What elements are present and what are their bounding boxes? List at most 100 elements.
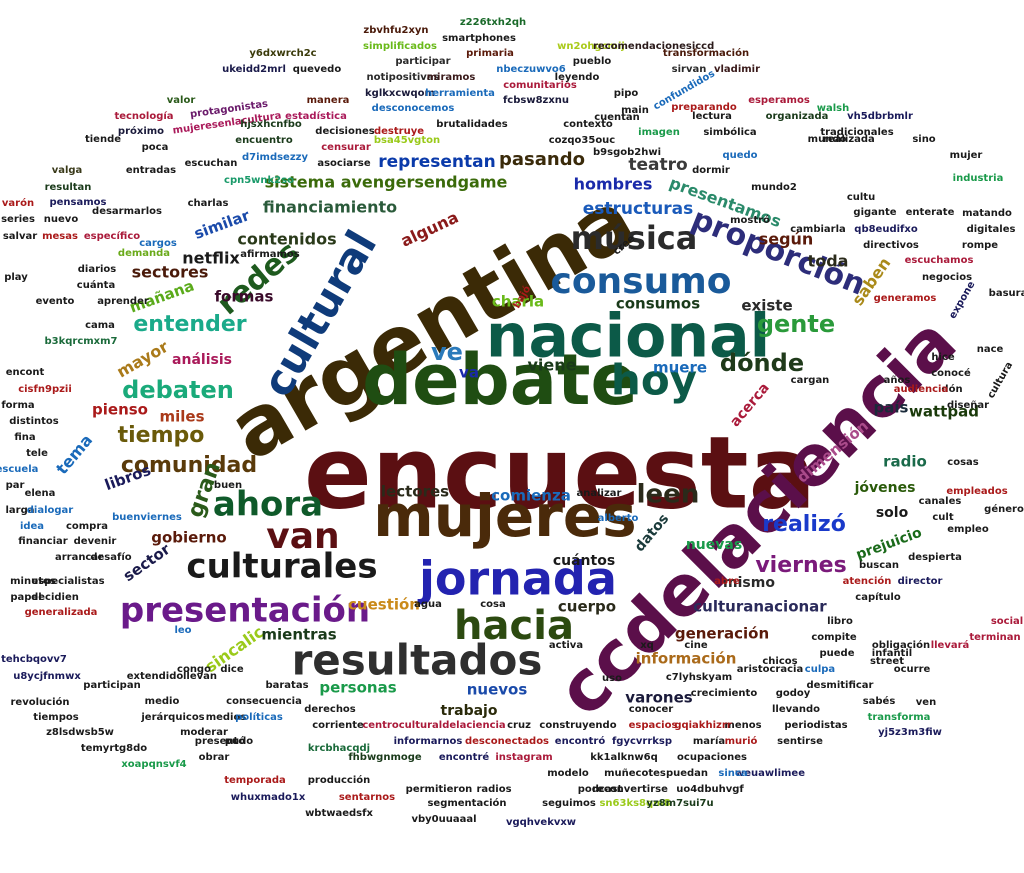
word-cloud-term: resultados	[292, 636, 543, 685]
word-cloud-term: sino	[912, 134, 935, 145]
word-cloud-term: whuxmado1x	[231, 792, 306, 803]
word-cloud-term: reconvertirse	[592, 784, 668, 795]
word-cloud-term: realizada	[823, 134, 875, 145]
word-cloud-term: baratas	[265, 680, 308, 691]
word-cloud-term: medio	[145, 696, 180, 707]
word-cloud-term: pasando	[499, 149, 585, 170]
word-cloud-term: ve	[431, 338, 463, 366]
word-cloud-term: según	[759, 230, 814, 249]
word-cloud-term: godoy	[776, 688, 811, 699]
word-cloud-term: cama	[85, 320, 115, 331]
word-cloud-term: podcast	[578, 784, 623, 795]
word-cloud-term: específico	[84, 230, 140, 242]
word-cloud-term: participar	[395, 56, 450, 67]
word-cloud-term: decisiones	[315, 126, 374, 137]
word-cloud-term: uso	[602, 673, 622, 684]
word-cloud-term: simbólica	[703, 126, 756, 138]
word-cloud-term: director	[898, 576, 943, 587]
word-cloud-term: fgycvrrksp	[612, 736, 672, 747]
word-cloud-term: debate	[362, 339, 638, 421]
word-cloud-term: buen	[214, 480, 242, 491]
word-cloud-term: formas	[215, 288, 274, 306]
word-cloud-term: leen	[637, 480, 700, 510]
word-cloud-term: smartphones	[442, 33, 516, 44]
word-cloud-term: encuesta	[304, 414, 816, 531]
word-cloud-term: herramienta	[425, 88, 495, 99]
word-cloud-term: miles	[159, 408, 204, 426]
word-cloud-term: imagen	[638, 127, 680, 138]
word-cloud-term: desafío	[90, 551, 131, 563]
word-cloud-term: libro	[827, 616, 853, 627]
word-cloud-term: producción	[308, 774, 371, 786]
word-cloud-term: analizar	[577, 488, 622, 499]
word-cloud-term: desconocemos	[372, 103, 455, 114]
word-cloud-term: culturanacionar	[693, 598, 827, 616]
word-cloud-term: hjsxhcnfbo	[240, 119, 302, 130]
word-cloud-term: tiende	[85, 134, 121, 145]
word-cloud-term: dormir	[692, 165, 730, 176]
word-cloud-term: alguna	[398, 208, 462, 251]
word-cloud-term: pienso	[92, 401, 148, 419]
word-cloud-term: consumos	[616, 295, 700, 313]
word-cloud-term: resultan	[45, 182, 92, 193]
word-cloud-term: centroculturaldelaciencia	[362, 720, 505, 731]
word-cloud-term: medios	[206, 712, 247, 723]
word-cloud-term: muere	[653, 359, 707, 377]
word-cloud-term: cuestión	[348, 596, 420, 614]
word-cloud-term: abre	[714, 576, 740, 587]
word-cloud-term: toda	[808, 252, 849, 271]
word-cloud-term: nuevos	[467, 681, 528, 699]
word-cloud-term: permitieron	[406, 784, 473, 795]
word-cloud-term: recomendacionesiccd	[593, 41, 714, 52]
word-cloud-term: va	[459, 364, 479, 382]
word-cloud-term: instagram	[495, 752, 552, 763]
word-cloud-term: tehcbqovv7	[1, 654, 67, 665]
word-cloud-term: vby0uuaaal	[411, 814, 476, 825]
word-cloud-term: cpn5wnk2so	[224, 175, 294, 186]
word-cloud-term: mismo	[723, 575, 775, 591]
word-cloud-term: jóvenes	[854, 480, 916, 496]
word-cloud-term: papel	[10, 592, 41, 603]
word-cloud-term: vgqhvekvxw	[506, 817, 576, 828]
word-cloud-term: social	[991, 616, 1023, 627]
word-cloud-term: periodistas	[784, 720, 847, 731]
word-cloud-term: demanda	[118, 248, 170, 259]
word-cloud-term: llevará	[931, 639, 970, 651]
word-cloud-term: próximo	[118, 125, 164, 137]
word-cloud-term: presentación	[120, 591, 370, 631]
word-cloud-term: uo4dbuhvgf	[676, 784, 744, 795]
word-cloud-term: rompe	[962, 240, 998, 251]
word-cloud-term: nace	[977, 344, 1004, 355]
word-cloud-term: muñecotes	[604, 768, 666, 779]
word-cloud-term: sirvan	[672, 64, 707, 75]
word-cloud-term: terminan	[969, 632, 1020, 643]
word-cloud-term: contexto	[563, 119, 613, 130]
word-cloud-term: walsh	[817, 103, 850, 114]
word-cloud-term: revolución	[11, 696, 70, 708]
word-cloud-term: valor	[167, 95, 196, 106]
word-cloud-term: comienza	[491, 487, 571, 505]
word-cloud-term: transforma	[868, 712, 931, 723]
word-cloud-term: idea	[20, 521, 44, 532]
word-cloud-term: u8ycjfnmwx	[13, 671, 81, 682]
word-cloud-term: consecuencia	[226, 696, 302, 707]
word-cloud-term: fina	[14, 432, 35, 443]
word-cloud-term: música	[571, 219, 698, 257]
word-cloud-term: xoapqnsvf4	[121, 759, 186, 770]
word-cloud-term: encont	[6, 367, 45, 378]
word-cloud-term: gqiakhizrr	[674, 720, 731, 731]
word-cloud-term: lectores	[381, 483, 449, 501]
word-cloud-term: congo	[177, 664, 211, 675]
word-cloud-term: basura	[989, 288, 1024, 299]
word-cloud-term: escuchan	[185, 158, 238, 169]
word-cloud-term: tecnología	[114, 110, 173, 122]
word-cloud-term: censurar	[321, 142, 371, 153]
word-cloud-term: encontró	[555, 735, 606, 747]
word-cloud-term: chicos	[762, 656, 797, 667]
word-cloud-term: y6dxwrch2c	[249, 48, 316, 59]
word-cloud-term: género	[984, 503, 1024, 515]
word-cloud-term: llevan	[183, 671, 217, 682]
word-cloud-term: cuántos	[553, 553, 615, 569]
word-cloud-term: representan	[378, 152, 495, 172]
